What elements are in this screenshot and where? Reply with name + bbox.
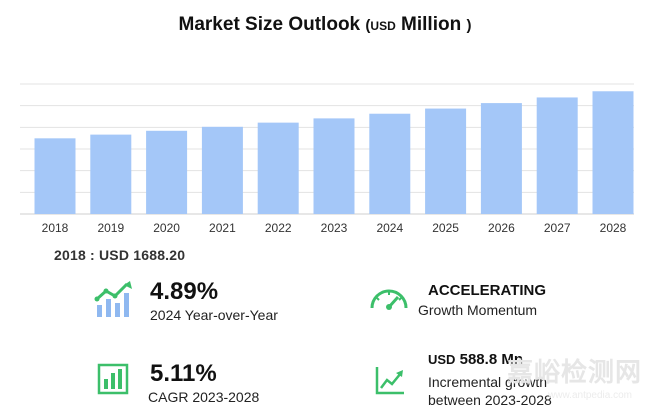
bar-2019: [90, 134, 132, 214]
x-tick-label-2024: 2024: [376, 221, 403, 235]
x-tick-label-2020: 2020: [153, 221, 180, 235]
x-tick-label-2021: 2021: [209, 221, 236, 235]
chart-x-tick-labels: 2018 2019 2020 2021 2022 2023 2024 2025 2026 2027…: [42, 221, 627, 235]
line-chart-icon: [375, 367, 404, 395]
x-tick-label-2026: 2026: [488, 221, 515, 235]
momentum-value: ACCELERATING: [428, 282, 547, 299]
bar-2023: [313, 118, 355, 214]
chart-title-unit-open: (: [365, 17, 371, 34]
bar-2022: [257, 122, 299, 214]
chart-title-unit-scale: Million: [401, 14, 462, 35]
chart-title-main: Market Size Outlook: [178, 14, 361, 35]
bar-2027: [536, 97, 578, 214]
bar-2024: [369, 113, 411, 214]
bar-chart-icon: [97, 363, 129, 395]
incremental-growth-value: USD 588.8 Mn: [428, 351, 523, 368]
x-tick-label-2022: 2022: [265, 221, 292, 235]
watermark-text: 嘉峪检测网: [506, 357, 642, 387]
x-tick-label-2027: 2027: [544, 221, 571, 235]
bar-2020: [146, 130, 188, 214]
chart-title-unit-currency: USD: [370, 19, 396, 33]
x-tick-label-2025: 2025: [432, 221, 459, 235]
yoy-growth-value: 4.89%: [150, 278, 219, 305]
cagr-value: 5.11%: [150, 360, 217, 387]
bar-2021: [201, 126, 243, 214]
growth-chart-icon: [94, 281, 132, 317]
momentum-label: Growth Momentum: [418, 302, 538, 318]
bar-2026: [480, 103, 522, 214]
speedometer-icon: [370, 289, 408, 310]
watermark-url: www.antpedia.com: [548, 390, 632, 401]
incremental-growth-label-line1: Incremental growth: [428, 374, 548, 390]
market-size-bar-chart: 2018 2019 2020 2021 2022 2023 2024 2025 2026 2027…: [20, 83, 634, 235]
chart-bars: [34, 91, 634, 214]
cagr-label: CAGR 2023-2028: [148, 389, 260, 405]
yoy-growth-label: 2024 Year-over-Year: [150, 307, 278, 323]
base-year-value: 2018 : USD 1688.20: [54, 247, 186, 263]
x-tick-label-2023: 2023: [321, 221, 348, 235]
chart-title-unit-close: ): [466, 17, 472, 34]
bar-2028: [592, 91, 634, 214]
incremental-growth-currency: USD: [428, 352, 456, 367]
bar-2025: [425, 108, 467, 214]
bar-2018: [34, 138, 76, 214]
x-tick-label-2018: 2018: [42, 221, 69, 235]
incremental-growth-label-line2: between 2023-2028: [428, 392, 552, 408]
x-tick-label-2019: 2019: [97, 221, 124, 235]
chart-title: Market Size Outlook (USD Million ): [0, 14, 650, 36]
incremental-growth-amount: 588.8 Mn: [459, 351, 523, 368]
x-tick-label-2028: 2028: [600, 221, 627, 235]
